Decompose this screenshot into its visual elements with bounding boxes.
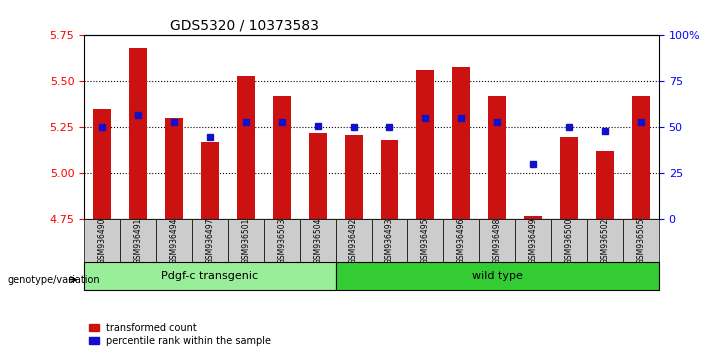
- FancyBboxPatch shape: [120, 219, 156, 262]
- Bar: [345, 135, 362, 219]
- FancyBboxPatch shape: [479, 219, 515, 262]
- FancyBboxPatch shape: [336, 219, 372, 262]
- Bar: [560, 137, 578, 219]
- Text: Pdgf-c transgenic: Pdgf-c transgenic: [161, 271, 259, 281]
- Text: wild type: wild type: [472, 271, 523, 281]
- Text: GSM936494: GSM936494: [170, 217, 179, 264]
- Text: GSM936497: GSM936497: [205, 217, 215, 264]
- FancyBboxPatch shape: [587, 219, 623, 262]
- Bar: [632, 96, 650, 219]
- FancyBboxPatch shape: [228, 219, 264, 262]
- Text: GSM936492: GSM936492: [349, 217, 358, 264]
- FancyBboxPatch shape: [515, 219, 551, 262]
- Text: GSM936496: GSM936496: [457, 217, 466, 264]
- Bar: [201, 142, 219, 219]
- Text: GSM936498: GSM936498: [493, 217, 502, 264]
- Bar: [596, 152, 614, 219]
- FancyBboxPatch shape: [156, 219, 192, 262]
- Text: GSM936490: GSM936490: [97, 217, 107, 264]
- Text: GSM936500: GSM936500: [564, 217, 573, 264]
- Text: genotype/variation: genotype/variation: [7, 275, 100, 285]
- FancyBboxPatch shape: [300, 219, 336, 262]
- Text: GSM936495: GSM936495: [421, 217, 430, 264]
- Bar: [381, 140, 398, 219]
- Text: GSM936499: GSM936499: [529, 217, 538, 264]
- FancyBboxPatch shape: [551, 219, 587, 262]
- FancyBboxPatch shape: [443, 219, 479, 262]
- Text: GSM936493: GSM936493: [385, 217, 394, 264]
- FancyBboxPatch shape: [192, 219, 228, 262]
- Bar: [416, 70, 435, 219]
- FancyBboxPatch shape: [84, 262, 336, 290]
- Text: GSM936501: GSM936501: [241, 217, 250, 264]
- Text: GSM936503: GSM936503: [277, 217, 286, 264]
- Bar: [489, 96, 506, 219]
- Bar: [129, 48, 147, 219]
- Text: GSM936502: GSM936502: [601, 217, 610, 264]
- Bar: [165, 118, 183, 219]
- Bar: [308, 133, 327, 219]
- Legend: transformed count, percentile rank within the sample: transformed count, percentile rank withi…: [89, 323, 271, 346]
- Text: GSM936505: GSM936505: [637, 217, 646, 264]
- Text: GSM936491: GSM936491: [133, 217, 142, 264]
- Bar: [237, 76, 254, 219]
- Bar: [524, 216, 542, 219]
- FancyBboxPatch shape: [407, 219, 443, 262]
- Text: GSM936504: GSM936504: [313, 217, 322, 264]
- Bar: [93, 109, 111, 219]
- FancyBboxPatch shape: [264, 219, 300, 262]
- FancyBboxPatch shape: [84, 219, 120, 262]
- FancyBboxPatch shape: [623, 219, 659, 262]
- Bar: [273, 96, 291, 219]
- FancyBboxPatch shape: [336, 262, 659, 290]
- Bar: [452, 67, 470, 219]
- Text: GDS5320 / 10373583: GDS5320 / 10373583: [170, 19, 319, 33]
- FancyBboxPatch shape: [372, 219, 407, 262]
